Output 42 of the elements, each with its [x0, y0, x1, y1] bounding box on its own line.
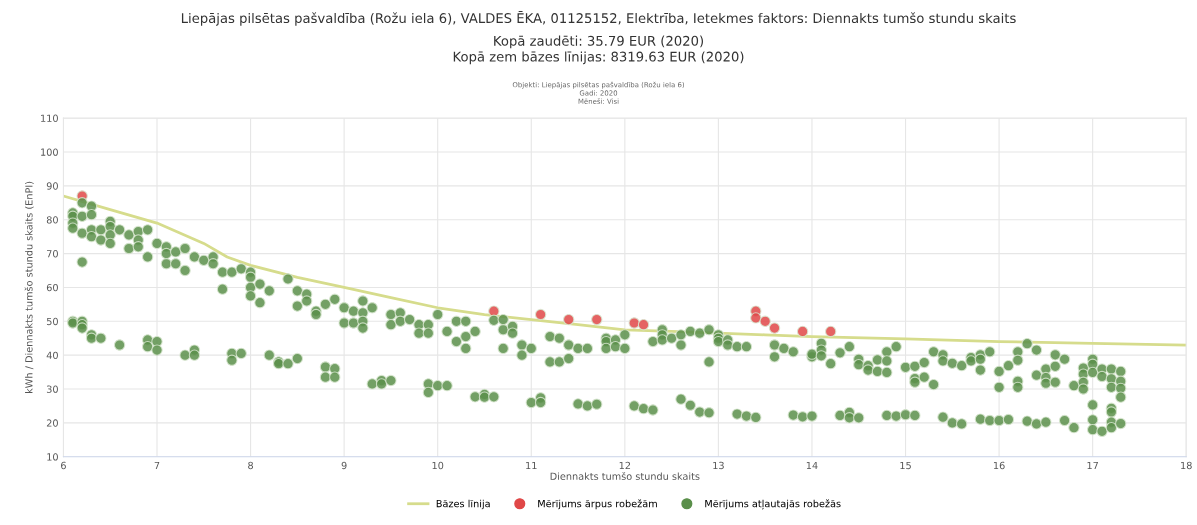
x-tick-label: 14 — [806, 461, 818, 469]
x-tick-label: 11 — [526, 461, 537, 469]
point — [637, 318, 650, 331]
y-tick-label: 40 — [46, 351, 58, 359]
legend-label: Mērījums atļautajās robežās — [705, 499, 841, 510]
x-tick-label: 12 — [619, 461, 631, 469]
point — [534, 308, 547, 321]
y-axis-title: kWh / Diennakts tumšo stundu skaits (EnPI) — [24, 181, 34, 393]
y-tick-label: 70 — [47, 250, 58, 258]
x-tick-label: 15 — [900, 461, 911, 470]
point — [562, 313, 575, 326]
y-tick-label: 100 — [41, 148, 58, 156]
chart-title: Liepājas pilsētas pašvaldība (Rožu iela 6), VALDES ĒKA, 01125152, Elektrība, Ietekmes faktors: Diennakts tumšo stundu skaits — [181, 11, 1016, 26]
line-series — [63, 194, 1187, 347]
point — [750, 312, 762, 324]
point — [591, 313, 603, 326]
point — [759, 315, 771, 328]
y-tick-label: 10 — [47, 453, 58, 461]
x-tick-label: 6 — [61, 461, 66, 470]
point — [768, 322, 781, 334]
y-tick-label: 90 — [46, 182, 58, 190]
x-tick-label: 13 — [713, 461, 724, 470]
point — [824, 325, 837, 338]
y-tick-label: 80 — [46, 216, 58, 224]
x-tick-label: 8 — [248, 461, 253, 470]
y-tick-label: 50 — [46, 317, 58, 326]
y-tick-label: 20 — [46, 419, 58, 427]
x-tick-label: 9 — [341, 461, 347, 470]
y-tick-label: 110 — [41, 114, 58, 122]
y-tick-label: 30 — [46, 385, 58, 393]
x-tick-label: 10 — [432, 461, 444, 470]
y-tick-label: 60 — [46, 283, 58, 292]
x-tick-label: 17 — [1087, 461, 1099, 469]
point — [628, 317, 640, 329]
x-tick-label: 18 — [1181, 461, 1192, 470]
chart-subtitle: Kopā zaudēti: 35.79 EUR (2020) Kopā zem bāzes līnijas: 8319.63 EUR (2020) — [453, 35, 744, 65]
x-tick-label: 7 — [154, 461, 160, 469]
x-tick-label: 16 — [993, 461, 1005, 470]
legend-label: Mērījums ārpus robežām — [538, 499, 657, 510]
x-axis-title: Diennakts tumšo stundu skaits — [550, 472, 700, 480]
legend-label: Bāzes līnija — [436, 499, 490, 510]
point — [796, 325, 809, 338]
